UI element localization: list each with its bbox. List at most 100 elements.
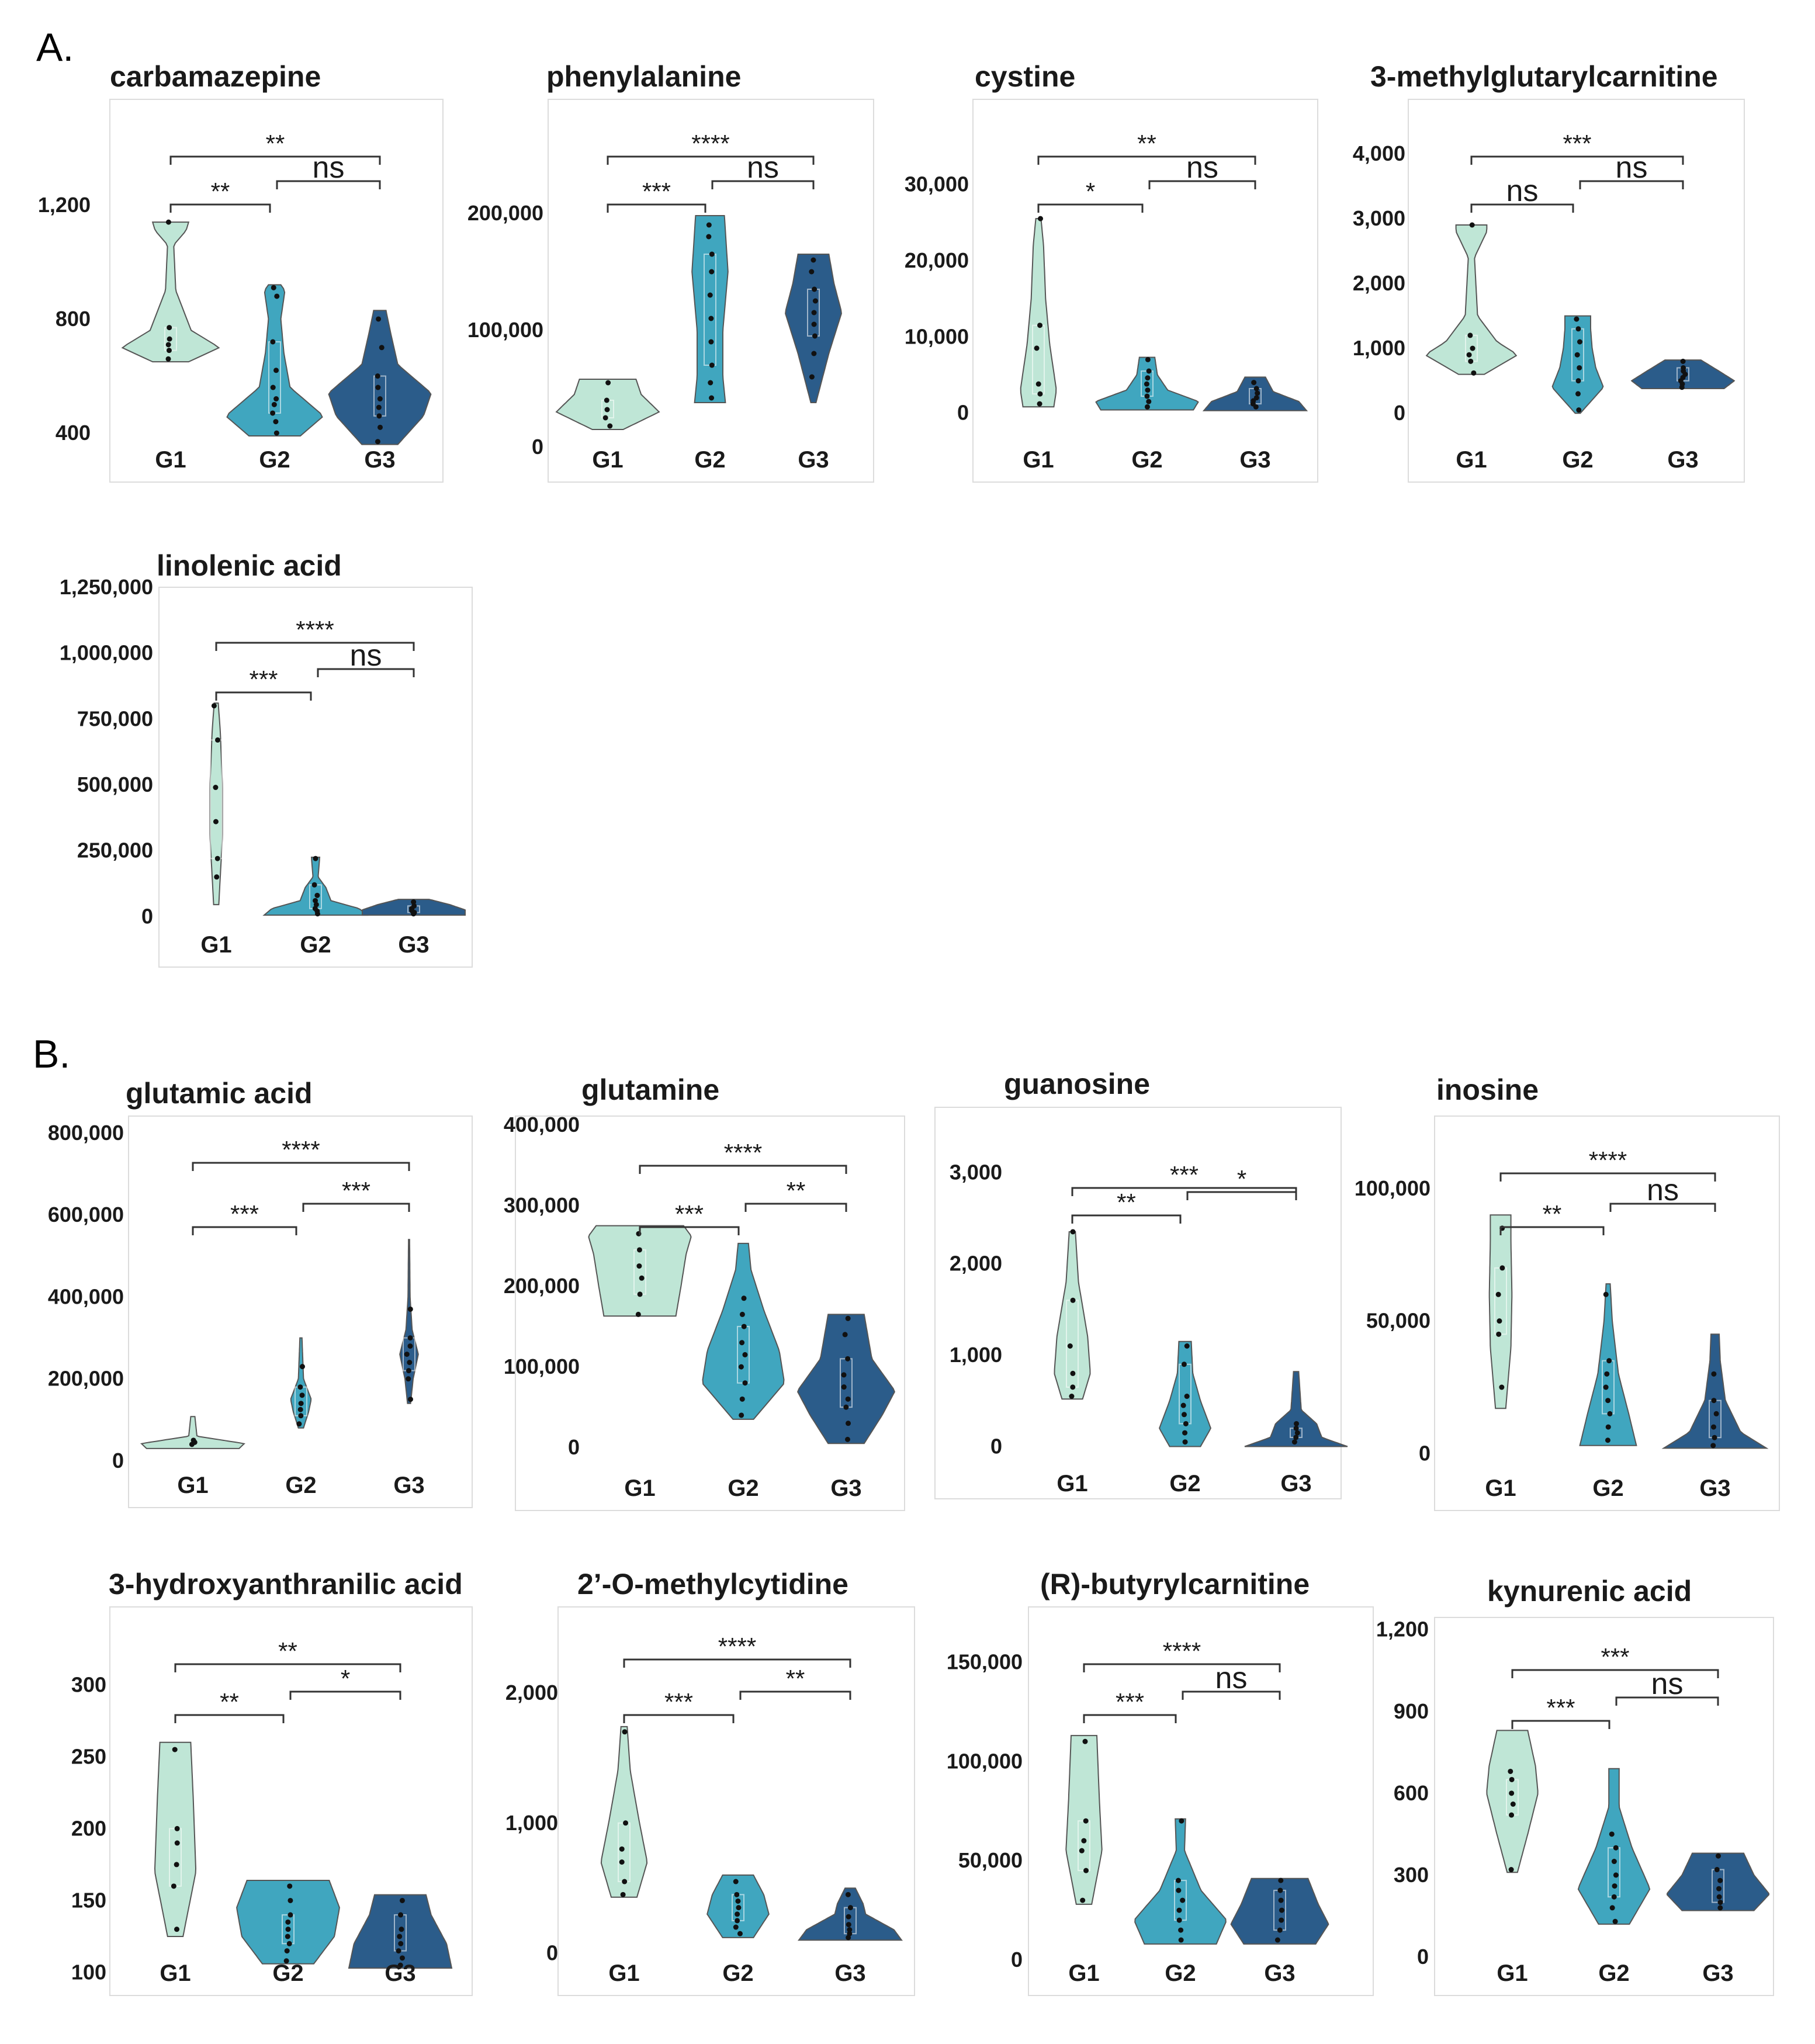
data-point: [847, 1927, 853, 1932]
data-point: [1496, 1331, 1502, 1337]
data-point: [1035, 381, 1041, 387]
data-point: [406, 1368, 411, 1374]
data-point: [738, 1364, 744, 1370]
significance-label: ns: [1506, 174, 1539, 208]
data-point: [1070, 1370, 1076, 1376]
section-a-label: A.: [36, 25, 74, 70]
data-point: [377, 424, 383, 430]
y-tick-label: 0: [532, 435, 543, 459]
significance-bracket: [1148, 180, 1256, 189]
y-tick-label: 50,000: [1366, 1309, 1430, 1333]
data-point: [171, 1883, 176, 1889]
significance-label: ***: [1170, 1161, 1199, 1189]
significance-label: ****: [282, 1136, 320, 1163]
x-tick-label: G1: [608, 1960, 639, 1986]
x-tick-label: G3: [1699, 1475, 1730, 1501]
y-tick-label: 20,000: [905, 248, 969, 272]
y-tick-label: 2,000: [950, 1252, 1002, 1276]
data-point: [1067, 1343, 1073, 1349]
data-point: [375, 373, 380, 379]
data-point: [1279, 1917, 1284, 1923]
data-point: [1605, 1424, 1611, 1430]
data-point: [1182, 1430, 1188, 1436]
data-point: [737, 1931, 743, 1936]
significance-bracket: [639, 1165, 847, 1174]
significance-bracket: [1037, 155, 1256, 165]
data-point: [1277, 1927, 1283, 1933]
data-point: [706, 222, 712, 228]
data-point: [1070, 1229, 1076, 1235]
panel-glutamine: glutamine 0 100,000 200,000 300,000 400,000 G1…: [504, 1073, 905, 1511]
data-point: [285, 1919, 291, 1925]
data-point: [1575, 326, 1581, 332]
x-tick-label: G2: [1598, 1960, 1629, 1986]
panel-frame: [1408, 99, 1745, 483]
data-point: [1575, 378, 1581, 384]
data-point: [297, 1384, 303, 1390]
data-point: [213, 819, 219, 824]
data-point: [398, 1912, 404, 1918]
significance-bracket: [174, 1663, 401, 1672]
data-point: [639, 1275, 645, 1281]
violin-g3: [785, 254, 842, 403]
data-point: [1278, 1877, 1284, 1883]
y-tick-label: 100,000: [504, 1354, 580, 1378]
y-tick-label: 1,200: [38, 193, 91, 217]
data-point: [298, 1401, 304, 1406]
y-tick-label: 0: [957, 401, 969, 425]
y-tick-label: 3,000: [1353, 206, 1405, 230]
y-tick-label: 0: [1419, 1441, 1430, 1465]
data-point: [637, 1291, 643, 1297]
y-tick-label: 600: [1394, 1781, 1429, 1805]
significance-bracket: [169, 155, 381, 165]
data-point: [733, 1924, 739, 1930]
violin-g1: [1425, 224, 1518, 375]
data-point: [288, 1897, 293, 1903]
data-point: [167, 336, 172, 342]
data-point: [1176, 1907, 1182, 1913]
data-point: [287, 1883, 293, 1889]
data-point: [407, 1306, 413, 1312]
data-point: [602, 415, 608, 421]
data-point: [1279, 1907, 1284, 1913]
y-tick-label: 400: [56, 421, 91, 445]
significance-label: ****: [724, 1139, 762, 1166]
data-point: [190, 1437, 196, 1443]
data-point: [1080, 1897, 1086, 1903]
data-point: [1717, 1905, 1723, 1911]
significance-bracket: [1037, 203, 1144, 213]
data-point: [1603, 1291, 1609, 1297]
data-point: [407, 1343, 413, 1349]
y-tick-label: 400,000: [48, 1284, 124, 1308]
data-point: [841, 1384, 847, 1390]
data-point: [1183, 1421, 1189, 1426]
x-tick-label: G1: [177, 1473, 208, 1498]
significance-label: ***: [642, 178, 671, 205]
data-point: [1278, 1897, 1284, 1903]
chart-title: phenylalanine: [546, 60, 741, 93]
data-point: [1717, 1900, 1723, 1906]
data-point: [1184, 1343, 1190, 1349]
x-tick-label: G1: [624, 1475, 655, 1501]
data-point: [1612, 1883, 1617, 1889]
significance-bracket: [215, 642, 415, 651]
x-tick-label: G3: [1667, 447, 1698, 473]
significance-bracket: [276, 180, 381, 189]
data-point: [1083, 1868, 1089, 1873]
data-point: [1293, 1425, 1299, 1431]
data-point: [1079, 1848, 1085, 1854]
significance-label: ***: [664, 1688, 693, 1716]
data-point: [1144, 393, 1150, 399]
data-point: [1180, 1897, 1186, 1903]
data-point: [399, 1897, 405, 1903]
significance-bracket: [1071, 1187, 1297, 1196]
data-point: [1181, 1361, 1187, 1367]
data-point: [376, 316, 382, 322]
data-point: [1291, 1439, 1297, 1445]
data-point: [709, 395, 715, 401]
x-tick-label: G3: [1702, 1960, 1733, 1986]
violin-g1: [600, 1726, 648, 1898]
x-tick-label: G3: [393, 1473, 424, 1498]
